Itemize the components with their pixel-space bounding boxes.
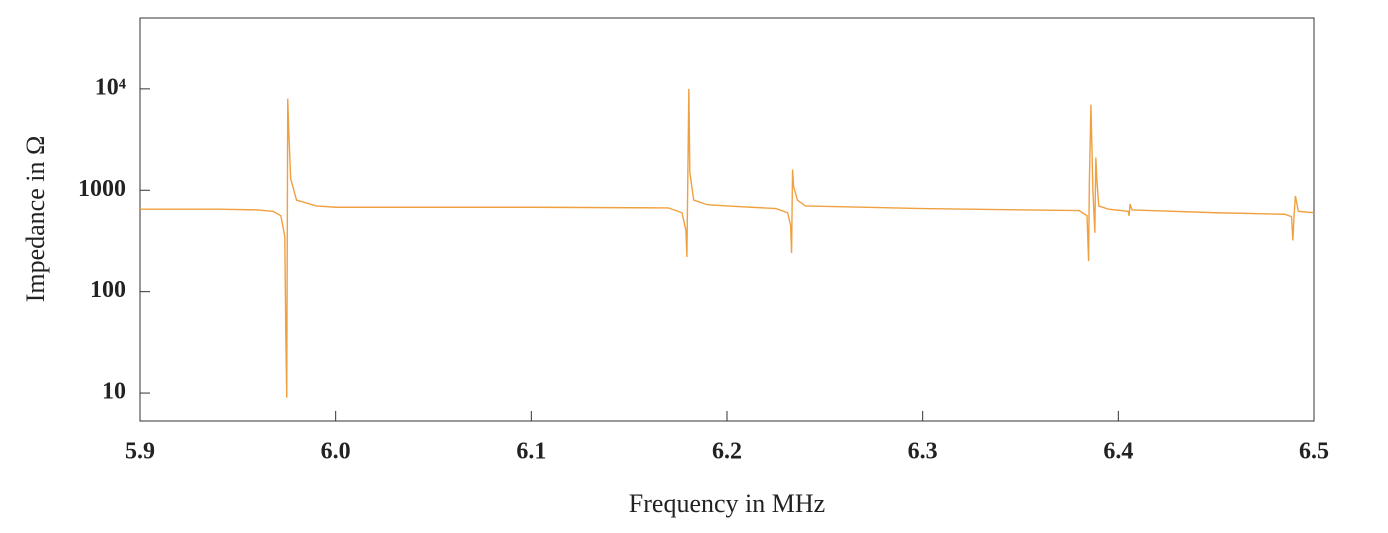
x-tick-label: 5.9 [125,439,155,465]
x-tick-label: 6.0 [321,439,351,465]
x-tick-label: 6.2 [712,439,742,465]
data-line [140,88,1315,398]
x-tick-label: 6.5 [1299,439,1329,465]
y-tick-label: 10⁴ [95,74,126,100]
plot-frame [139,17,1315,422]
x-tick-label: 6.4 [1103,439,1133,465]
y-tick-label: 1000 [78,176,126,202]
x-axis-title: Frequency in MHz [629,489,825,518]
x-tick-label: 6.1 [516,439,546,465]
y-axis-title: Impedance in Ω [21,136,50,303]
y-tick-label: 10 [102,379,126,405]
x-tick-label: 6.3 [908,439,938,465]
y-tick-label: 100 [90,277,126,303]
